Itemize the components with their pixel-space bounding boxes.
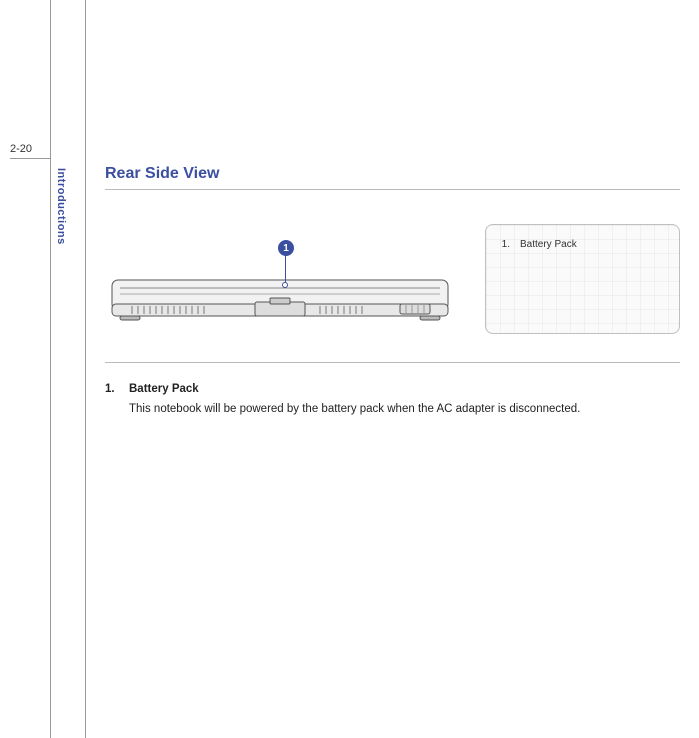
description-body: This notebook will be powered by the bat… [129, 401, 680, 418]
legend-item-number: 1. [498, 239, 510, 250]
margin-rule-outer [50, 0, 51, 738]
rear-view-diagram [110, 274, 450, 322]
callout-anchor-dot [282, 282, 288, 288]
callout-badge-1: 1 [278, 240, 294, 256]
page-title: Rear Side View [105, 165, 680, 183]
description-heading: 1. Battery Pack [105, 383, 680, 395]
divider-top [105, 189, 680, 190]
page-number: 2-20 [10, 143, 32, 155]
content-area: Rear Side View [105, 165, 680, 418]
description-block: 1. Battery Pack This notebook will be po… [105, 383, 680, 418]
figure-row: 1 1. Battery Pack [105, 214, 680, 344]
description-number: 1. [105, 383, 119, 395]
manual-page: 2-20 Introductions Rear Side View [0, 0, 699, 738]
callout-leader-line [285, 256, 286, 284]
divider-bottom [105, 362, 680, 363]
margin-rule-inner [85, 0, 86, 738]
legend-item: 1. Battery Pack [498, 239, 667, 250]
legend-item-label: Battery Pack [520, 239, 577, 250]
page-number-rule [10, 158, 50, 159]
legend-box: 1. Battery Pack [485, 224, 680, 334]
section-tab: Introductions [55, 168, 67, 245]
description-title: Battery Pack [129, 383, 199, 395]
